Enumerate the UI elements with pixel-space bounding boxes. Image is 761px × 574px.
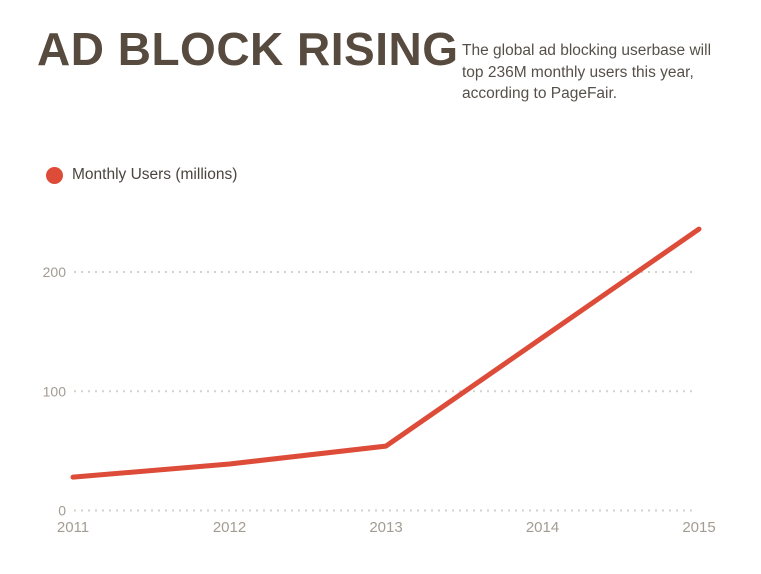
x-axis-tick-2013: 2013 <box>369 519 402 536</box>
page-subtitle: The global ad blocking userbase will top… <box>462 42 712 102</box>
page-title: AD BLOCK RISING <box>37 23 459 75</box>
data-series-line <box>70 226 702 480</box>
x-axis-tick-2014: 2014 <box>526 519 559 536</box>
chart-legend: Monthly Users (millions) <box>46 166 237 184</box>
y-axis-tick-0: 0 <box>58 503 66 519</box>
x-axis-tick-2011: 2011 <box>57 519 89 536</box>
y-axis-tick-200: 200 <box>43 264 67 280</box>
x-axis-tick-2015: 2015 <box>682 519 715 536</box>
legend-label: Monthly Users (millions) <box>72 166 238 183</box>
y-axis-tick-100: 100 <box>43 383 67 399</box>
legend-marker-icon <box>46 166 63 184</box>
x-axis-tick-2012: 2012 <box>213 519 246 536</box>
